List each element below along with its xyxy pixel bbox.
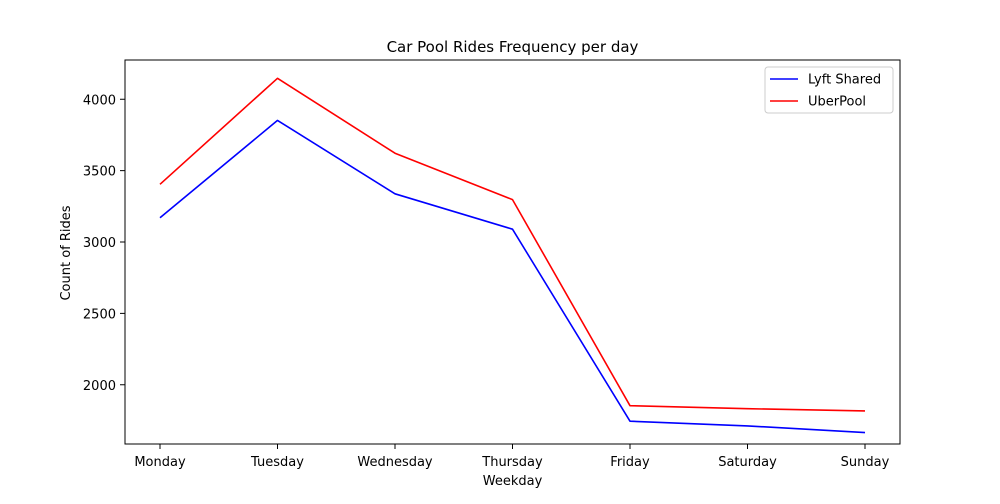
x-tick-label: Friday bbox=[610, 455, 650, 470]
y-tick-label: 3500 bbox=[83, 165, 116, 180]
series-line-lyft-shared bbox=[159, 119, 866, 434]
x-tick-label: Saturday bbox=[718, 455, 777, 470]
y-tick-label: 2000 bbox=[83, 379, 116, 394]
x-tick-label: Monday bbox=[134, 455, 186, 470]
y-tick-label: 4000 bbox=[83, 93, 116, 108]
plot-area: Monday Tuesday Wednesday Thursday Friday Satu… bbox=[83, 59, 901, 470]
x-axis-label: Weekday bbox=[483, 474, 543, 489]
x-tick-label: Wednesday bbox=[357, 455, 433, 470]
legend-label-uberpool: UberPool bbox=[808, 95, 866, 110]
legend: Lyft Shared UberPool bbox=[764, 66, 894, 114]
y-tick-label: 3000 bbox=[83, 236, 116, 251]
x-tick-label: Sunday bbox=[841, 455, 890, 470]
x-tick-label: Thursday bbox=[481, 455, 543, 470]
chart-title: Car Pool Rides Frequency per day bbox=[387, 38, 639, 56]
series-line-uberpool bbox=[159, 77, 866, 412]
y-tick-label: 2500 bbox=[83, 307, 116, 322]
axes-frame bbox=[124, 59, 901, 445]
x-tick-label: Tuesday bbox=[250, 455, 304, 470]
y-axis-label: Count of Rides bbox=[59, 205, 74, 300]
legend-label-lyft-shared: Lyft Shared bbox=[808, 73, 881, 88]
